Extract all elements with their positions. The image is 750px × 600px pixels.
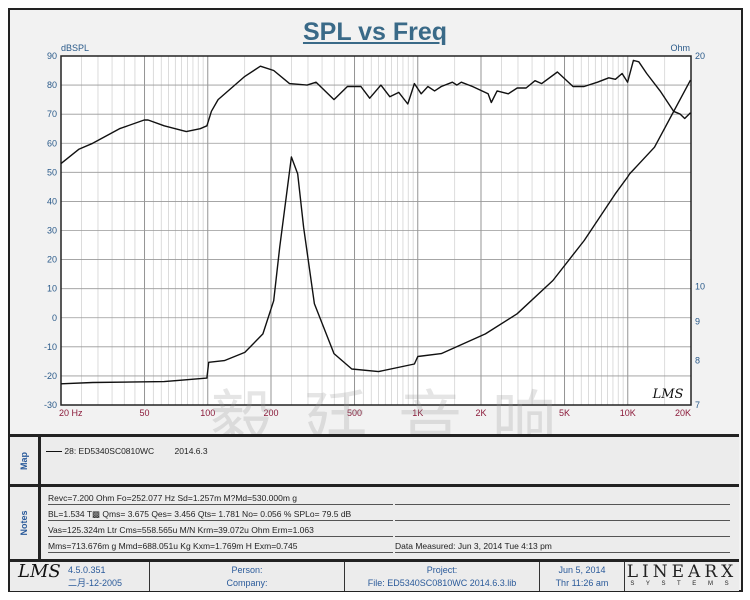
note-line-right	[395, 524, 730, 537]
note-line: Vas=125.324m Ltr Cms=558.565u M/N Krm=39…	[48, 524, 393, 537]
report-date: Jun 5, 2014	[558, 565, 606, 575]
y2-tick-label: 8	[695, 356, 700, 366]
footer-project-cell: Project: File: ED5340SC0810WC 2014.6.3.l…	[345, 562, 540, 591]
x-tick-label: 200	[263, 408, 278, 418]
y-tick-label: -20	[44, 371, 57, 381]
note-line-right	[395, 492, 730, 505]
y-tick-label: -10	[44, 342, 57, 352]
footer: LMS 4.5.0.351 二月-12-2005 Person: Company…	[10, 559, 739, 591]
project-label: Project:	[426, 565, 458, 575]
chart-title: SPL vs Freq	[302, 18, 448, 46]
y-tick-label: 70	[47, 109, 57, 119]
note-line-right: Data Measured: Jun 3, 2014 Tue 4:13 pm	[395, 540, 730, 553]
x-tick-label: 50	[140, 408, 150, 418]
y-tick-label: 20	[47, 255, 57, 265]
y2-tick-label: 9	[695, 316, 700, 326]
notes-panel: Notes Revc=7.200 Ohm Fo=252.077 Hz Sd=1.…	[10, 484, 739, 559]
impedance-curve	[60, 79, 692, 385]
note-line-right	[395, 508, 730, 521]
build-date: 二月-12-2005	[68, 578, 123, 588]
x-tick-label: 100	[200, 408, 215, 418]
map-panel: Map 28: ED5340SC0810WC 2014.6.3	[10, 434, 739, 484]
y-tick-label: 80	[47, 80, 57, 90]
map-side-label: Map	[10, 437, 41, 484]
curves	[60, 59, 692, 385]
file-name: File: ED5340SC0810WC 2014.6.3.lib	[367, 578, 517, 588]
x-tick-label: 500	[347, 408, 362, 418]
plot-border	[60, 55, 692, 406]
grid	[60, 55, 692, 406]
y-axis-label: dBSPL	[61, 43, 89, 53]
y-tick-label: -30	[44, 400, 57, 410]
y-tick-label: 60	[47, 138, 57, 148]
x-tick-label: 20K	[675, 408, 691, 418]
lms-logo: LMS	[652, 387, 684, 402]
note-line: Mms=713.676m g Mmd=688.051u Kg Kxm=1.769…	[48, 540, 393, 553]
y-tick-label: 30	[47, 226, 57, 236]
notes-side-label: Notes	[10, 487, 41, 559]
lms-footer-logo: LMS	[18, 561, 61, 582]
x-tick-label: 20 Hz	[59, 408, 83, 418]
note-line: BL=1.534 T▩ Qms= 3.675 Qes= 3.456 Qts= 1…	[48, 508, 393, 521]
x-tick-label: 5K	[559, 408, 570, 418]
y-tick-label: 90	[47, 51, 57, 61]
x-tick-label: 2K	[475, 408, 486, 418]
y2-axis-label: Ohm	[670, 43, 690, 53]
y-tick-label: 10	[47, 284, 57, 294]
spl-curve	[60, 59, 691, 165]
company-label: Company:	[226, 578, 268, 588]
version: 4.5.0.351	[68, 565, 106, 575]
y-tick-label: 0	[52, 313, 57, 323]
y2-tick-label: 10	[695, 281, 705, 291]
y2-tick-label: 7	[695, 400, 700, 410]
footer-person-cell: Person: Company:	[150, 562, 345, 591]
map-entry[interactable]: 28: ED5340SC0810WC 2014.6.3	[46, 446, 208, 456]
note-line: Revc=7.200 Ohm Fo=252.077 Hz Sd=1.257m M…	[48, 492, 393, 505]
legend-line-icon	[46, 451, 62, 453]
x-tick-label: 1K	[412, 408, 423, 418]
y-tick-label: 50	[47, 167, 57, 177]
footer-date-cell: Jun 5, 2014 Thr 11:26 am	[540, 562, 625, 591]
linearx-logo: LINEARX S Y S T E M S	[626, 562, 738, 588]
x-tick-label: 10K	[620, 408, 636, 418]
person-label: Person:	[231, 565, 263, 575]
footer-version-cell: LMS 4.5.0.351 二月-12-2005	[10, 562, 150, 591]
report-time: Thr 11:26 am	[555, 578, 609, 588]
y-tick-label: 40	[47, 196, 57, 206]
y2-tick-label: 20	[695, 51, 705, 61]
